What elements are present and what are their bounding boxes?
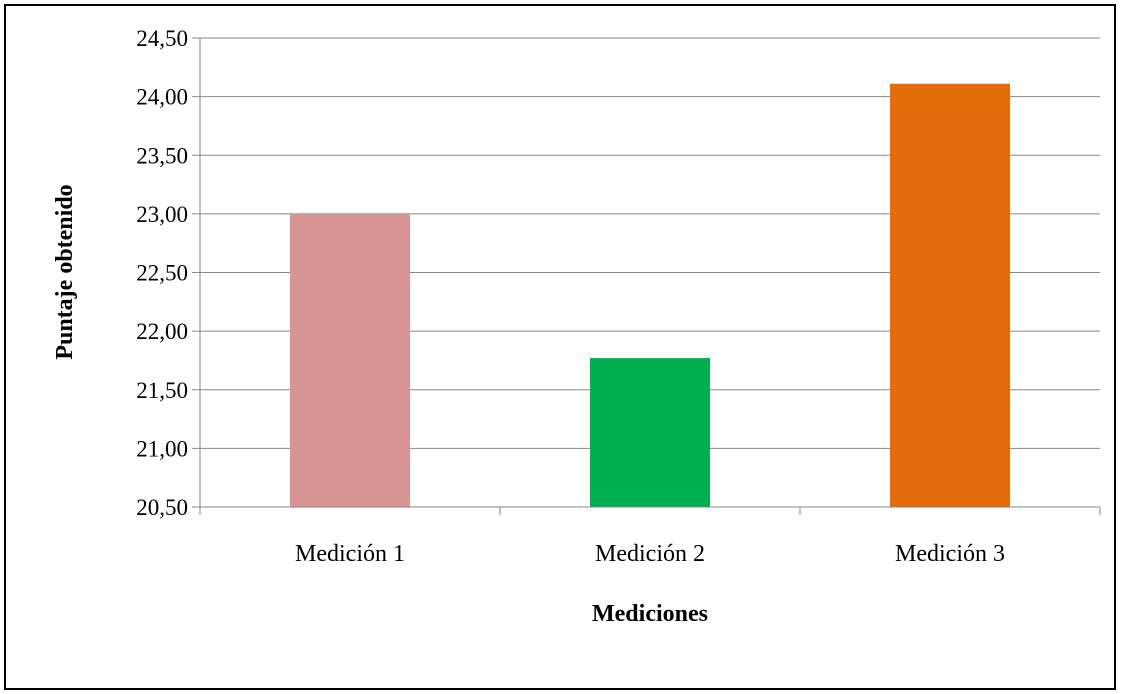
y-tick-labels: 20,50 21,00 21,50 22,00 22,50 23,00 23,50 24,00… <box>136 26 188 520</box>
y-tick-label: 22,00 <box>136 319 188 344</box>
y-axis-title: Puntaje obtenido <box>52 184 78 359</box>
y-tick-label: 21,00 <box>136 436 188 461</box>
bar-2 <box>590 358 710 507</box>
y-tick-label: 23,50 <box>136 143 188 168</box>
bar-1 <box>290 213 410 507</box>
x-tick-label: Medición 2 <box>595 541 705 567</box>
y-tick-label: 24,00 <box>136 85 188 110</box>
y-tick-label: 21,50 <box>136 378 188 403</box>
y-tick-label: 23,00 <box>136 202 188 227</box>
y-tick-label: 24,50 <box>136 26 188 51</box>
x-tick-label: Medición 3 <box>895 541 1005 567</box>
axes <box>192 37 1101 515</box>
bar-3 <box>890 83 1010 507</box>
x-tick-label: Medición 1 <box>295 541 405 567</box>
y-tick-label: 20,50 <box>136 495 188 520</box>
y-tick-label: 22,50 <box>136 261 188 286</box>
bars <box>290 83 1010 507</box>
x-tick-labels: Medición 1 Medición 2 Medición 3 <box>295 541 1005 567</box>
x-axis-title: Mediciones <box>592 601 708 627</box>
